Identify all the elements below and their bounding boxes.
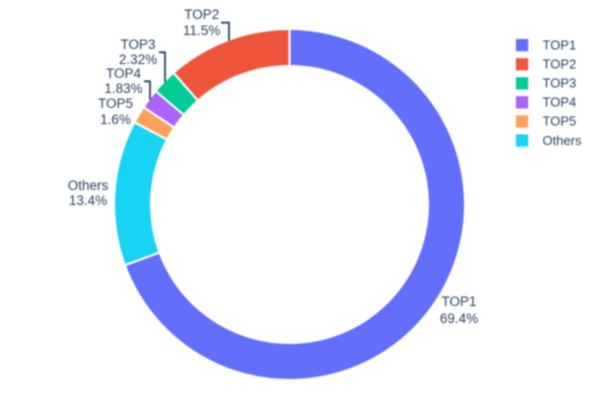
svg-text:TOP5: TOP5 xyxy=(98,96,133,111)
svg-text:69.4%: 69.4% xyxy=(440,311,478,326)
svg-text:TOP1: TOP1 xyxy=(543,37,577,52)
svg-text:Others: Others xyxy=(68,178,109,193)
svg-text:TOP3: TOP3 xyxy=(120,37,155,52)
svg-text:TOP5: TOP5 xyxy=(543,114,577,129)
svg-text:TOP3: TOP3 xyxy=(543,76,577,91)
svg-text:13.4%: 13.4% xyxy=(69,193,107,208)
svg-text:TOP1: TOP1 xyxy=(441,294,476,309)
svg-text:TOP4: TOP4 xyxy=(106,66,142,81)
svg-text:TOP2: TOP2 xyxy=(184,7,219,22)
svg-text:2.32%: 2.32% xyxy=(119,52,157,67)
svg-text:Others: Others xyxy=(543,133,583,148)
svg-text:TOP2: TOP2 xyxy=(543,57,577,72)
svg-text:TOP4: TOP4 xyxy=(543,95,577,110)
svg-text:1.83%: 1.83% xyxy=(104,81,142,96)
svg-text:1.6%: 1.6% xyxy=(100,112,131,127)
svg-text:11.5%: 11.5% xyxy=(183,23,220,38)
